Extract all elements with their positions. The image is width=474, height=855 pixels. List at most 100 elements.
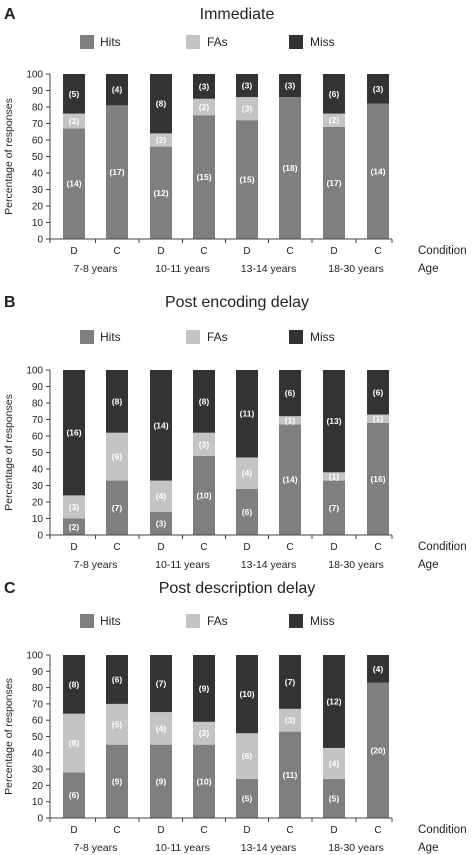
y-tick-label: 50 bbox=[32, 152, 44, 163]
data-label-hits: (6) bbox=[69, 790, 80, 800]
bar-segment-miss bbox=[150, 655, 172, 713]
y-tick-label: 70 bbox=[32, 415, 44, 426]
data-label-fas: (2) bbox=[156, 135, 167, 145]
y-tick-label: 80 bbox=[32, 399, 44, 410]
x-tick-label-condition: D bbox=[330, 246, 337, 257]
x-tick-label-condition: C bbox=[286, 825, 293, 836]
bar-segment-hits bbox=[63, 518, 85, 535]
bar-segment-hits bbox=[63, 772, 85, 818]
data-label-hits: (7) bbox=[329, 503, 340, 513]
bar-segment-hits bbox=[236, 120, 258, 239]
y-tick-label: 0 bbox=[37, 531, 43, 542]
data-label-fas: (2) bbox=[329, 115, 340, 125]
legend-swatch-fas bbox=[186, 614, 200, 628]
bar-segment-miss bbox=[63, 74, 85, 114]
age-group-label: 18-30 years bbox=[328, 559, 383, 571]
bar-segment-fas bbox=[193, 98, 215, 116]
x-tick-label-condition: D bbox=[330, 542, 337, 553]
legend-swatch-fas bbox=[186, 35, 200, 49]
data-label-miss: (3) bbox=[285, 81, 296, 91]
age-axis-label: Age bbox=[418, 559, 438, 571]
y-tick-label: 10 bbox=[32, 514, 44, 525]
bar-segment-fas bbox=[193, 432, 215, 456]
legend-label-miss: Miss bbox=[310, 35, 335, 49]
x-tick-label-condition: C bbox=[113, 246, 120, 257]
x-tick-label-condition: D bbox=[157, 542, 164, 553]
x-tick-label-condition: C bbox=[374, 825, 381, 836]
chart-title: Post description delay bbox=[159, 580, 316, 597]
data-label-miss: (4) bbox=[373, 664, 384, 674]
y-tick-label: 60 bbox=[32, 432, 44, 443]
x-tick-label-condition: D bbox=[330, 825, 337, 836]
bar-segment-miss bbox=[279, 370, 301, 417]
age-group-label: 10-11 years bbox=[155, 559, 210, 571]
bar-segment-fas bbox=[63, 495, 85, 519]
data-label-fas: (1) bbox=[329, 471, 340, 481]
y-tick-label: 90 bbox=[32, 667, 44, 678]
bar-segment-fas bbox=[63, 713, 85, 773]
data-label-fas: (3) bbox=[242, 104, 253, 114]
x-tick-label-condition: C bbox=[200, 825, 207, 836]
bar-segment-miss bbox=[236, 655, 258, 734]
x-tick-label-condition: D bbox=[243, 246, 250, 257]
y-tick-label: 100 bbox=[26, 651, 43, 662]
x-tick-label-condition: C bbox=[286, 246, 293, 257]
y-tick-label: 50 bbox=[32, 732, 44, 743]
x-tick-label-condition: C bbox=[200, 542, 207, 553]
bar-segment-hits bbox=[367, 103, 389, 239]
bar-segment-fas bbox=[63, 113, 85, 129]
bar-segment-fas bbox=[150, 480, 172, 512]
data-label-hits: (14) bbox=[370, 166, 385, 176]
bar-segment-hits bbox=[323, 778, 345, 818]
data-label-hits: (18) bbox=[282, 163, 297, 173]
data-label-miss: (13) bbox=[326, 416, 341, 426]
bar-segment-fas bbox=[150, 712, 172, 745]
age-group-label: 18-30 years bbox=[328, 842, 383, 854]
bar-segment-fas bbox=[236, 457, 258, 489]
bar-segment-miss bbox=[323, 74, 345, 114]
data-label-miss: (6) bbox=[112, 674, 123, 684]
data-label-miss: (12) bbox=[326, 696, 341, 706]
bar-segment-hits bbox=[279, 424, 301, 535]
y-tick-label: 30 bbox=[32, 185, 44, 196]
chart-title: Immediate bbox=[200, 6, 275, 23]
y-tick-label: 60 bbox=[32, 136, 44, 147]
bar-segment-hits bbox=[193, 455, 215, 535]
y-tick-label: 60 bbox=[32, 716, 44, 727]
data-label-hits: (11) bbox=[283, 770, 298, 780]
data-label-fas: (6) bbox=[112, 452, 123, 462]
legend-label-hits: Hits bbox=[100, 614, 121, 628]
bar-segment-miss bbox=[279, 655, 301, 709]
data-label-miss: (8) bbox=[112, 396, 123, 406]
data-label-fas: (1) bbox=[373, 414, 384, 424]
data-label-miss: (8) bbox=[69, 679, 80, 689]
bar-segment-hits bbox=[279, 97, 301, 239]
y-tick-label: 100 bbox=[26, 366, 43, 377]
bar-segment-hits bbox=[106, 744, 128, 818]
data-label-hits: (17) bbox=[326, 178, 341, 188]
data-label-hits: (6) bbox=[242, 507, 253, 517]
bar-segment-fas bbox=[323, 472, 345, 481]
bar-segment-fas bbox=[323, 747, 345, 779]
legend-swatch-miss bbox=[289, 614, 303, 628]
data-label-hits: (15) bbox=[239, 175, 254, 185]
y-tick-label: 70 bbox=[32, 699, 44, 710]
y-tick-label: 80 bbox=[32, 103, 44, 114]
data-label-hits: (20) bbox=[370, 745, 385, 755]
bar-segment-hits bbox=[106, 105, 128, 239]
chart-panel-b: B Post encoding delay Hits FAs Miss 0 10 20 30 40… bbox=[3, 294, 467, 571]
age-group-label: 7-8 years bbox=[74, 842, 118, 854]
age-axis-label: Age bbox=[418, 263, 438, 275]
age-group-label: 18-30 years bbox=[328, 263, 383, 275]
bar-segment-miss bbox=[193, 370, 215, 433]
age-group-label: 7-8 years bbox=[74, 559, 118, 571]
y-tick-label: 40 bbox=[32, 465, 44, 476]
data-label-miss: (6) bbox=[329, 89, 340, 99]
y-tick-label: 0 bbox=[37, 235, 43, 246]
data-label-hits: (2) bbox=[69, 522, 80, 532]
data-label-miss: (4) bbox=[112, 85, 123, 95]
bar-segment-fas bbox=[106, 432, 128, 481]
data-label-miss: (6) bbox=[373, 387, 384, 397]
data-label-hits: (15) bbox=[196, 172, 211, 182]
data-label-miss: (6) bbox=[285, 388, 296, 398]
